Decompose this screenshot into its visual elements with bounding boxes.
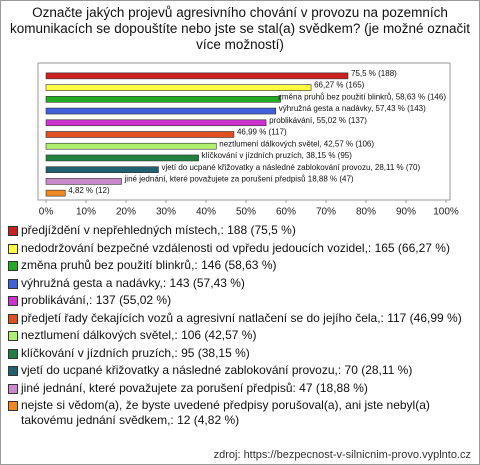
legend-item: vjetí do ucpané křižovatky a následné za…	[7, 363, 473, 378]
legend-label: předjíždění v nepřehledných místech,: 18…	[21, 223, 296, 237]
legend-item: předjetí řady čekajících vozů a agresivn…	[7, 311, 473, 326]
legend-swatch	[8, 366, 18, 376]
legend-item: problikávání,: 137 (55,02 %)	[7, 293, 473, 308]
legend-swatch	[8, 401, 18, 411]
legend-item: nejste si vědom(a), že byste uvedené pře…	[7, 398, 473, 428]
x-tick-label: 30%	[156, 207, 176, 218]
bar	[45, 72, 349, 80]
x-tick-label: 100%	[433, 207, 459, 218]
legend-item: klíčkování v jízdních pruzích,: 95 (38,1…	[7, 346, 473, 361]
bar	[45, 119, 267, 127]
legend-label: předjetí řady čekajících vozů a agresivn…	[21, 310, 462, 325]
x-tick-label: 0%	[39, 207, 54, 218]
value-label: 66,27 % (165)	[314, 81, 365, 90]
bar	[45, 166, 159, 173]
bar	[45, 96, 281, 103]
legend-swatch	[8, 348, 18, 359]
x-tick-label: 80%	[356, 207, 376, 218]
bar	[45, 142, 217, 150]
legend-item: výhružná gesta a nadávky,: 143 (57,43 %)	[7, 276, 473, 291]
legend-label: problikávání,: 137 (55,02 %)	[21, 293, 172, 307]
legend-swatch	[8, 278, 18, 289]
bar	[45, 107, 277, 115]
legend-swatch	[8, 313, 18, 324]
x-tick-label: 20%	[116, 207, 136, 218]
value-label: vjetí do ucpané křižovatky a následné za…	[161, 163, 420, 172]
x-tick-label: 50%	[236, 207, 256, 218]
x-tick-label: 60%	[276, 207, 296, 218]
legend-swatch	[8, 296, 18, 306]
chart-title: Označte jakých projevů agresivního chová…	[10, 5, 470, 52]
legend-swatch	[8, 243, 18, 254]
chart: 0% 10% 20% 30% 40% 50% 60% 70% 80% 90% 100% 75,5 % …	[37, 62, 459, 218]
bar	[45, 154, 199, 162]
value-label: 75,5 % (188)	[351, 69, 397, 78]
legend-swatch	[8, 261, 18, 271]
legend-label: vjetí do ucpané křižovatky a následné za…	[21, 363, 413, 377]
legend: předjíždění v nepřehledných místech,: 18…	[7, 223, 473, 431]
value-label: neztlumení dálkových světel, 42,57 % (10…	[219, 139, 374, 148]
legend-label: změna pruhů bez použití blinkrů,: 146 (5…	[21, 258, 277, 272]
value-label: výhružná gesta a nadávky, 57,43 % (143)	[279, 104, 426, 113]
bar	[45, 178, 122, 185]
source: zdroj: https://bezpecnost-v-silnicnim-pr…	[213, 449, 471, 461]
legend-swatch	[8, 226, 18, 236]
legend-item: nedodržování bezpečné vzdálenosti od vpř…	[7, 241, 473, 256]
legend-swatch	[8, 331, 18, 341]
x-tick-label: 40%	[196, 207, 216, 218]
x-tick-label: 90%	[396, 207, 416, 218]
value-label: klíčkování v jízdních pruzích, 38,15 % (…	[202, 151, 353, 160]
legend-label: klíčkování v jízdních pruzích,: 95 (38,1…	[21, 345, 250, 360]
legend-label: nedodržování bezpečné vzdálenosti od vpř…	[21, 240, 450, 255]
plot-frame	[37, 62, 451, 201]
x-tick-label: 70%	[316, 207, 336, 218]
legend-label: nejste si vědom(a), že byste uvedené pře…	[21, 398, 430, 427]
legend-item: neztlumení dálkových světel,: 106 (42,57…	[7, 328, 473, 343]
legend-label: jiné jednání, které považujete za poruše…	[21, 380, 368, 395]
x-tick-label: 10%	[76, 207, 96, 218]
legend-label: výhružná gesta a nadávky,: 143 (57,43 %)	[21, 275, 245, 290]
bar	[45, 189, 66, 197]
value-label: 46,99 % (117)	[237, 128, 287, 137]
bar	[45, 84, 312, 91]
value-label: jiné jednání, které považujete za poruše…	[124, 175, 354, 184]
legend-swatch	[8, 383, 18, 394]
legend-item: předjíždění v nepřehledných místech,: 18…	[7, 223, 473, 238]
bar	[45, 131, 235, 138]
legend-label: neztlumení dálkových světel,: 106 (42,57…	[21, 328, 257, 342]
value-label: změna pruhů bez použití blinkrů, 58,63 %…	[278, 92, 446, 101]
legend-item: jiné jednání, které považujete za poruše…	[7, 381, 473, 396]
value-label: problikávání, 55,02 % (137)	[269, 116, 367, 125]
value-label: 4,82 % (12)	[68, 186, 110, 195]
legend-item: změna pruhů bez použití blinkrů,: 146 (5…	[7, 258, 473, 273]
